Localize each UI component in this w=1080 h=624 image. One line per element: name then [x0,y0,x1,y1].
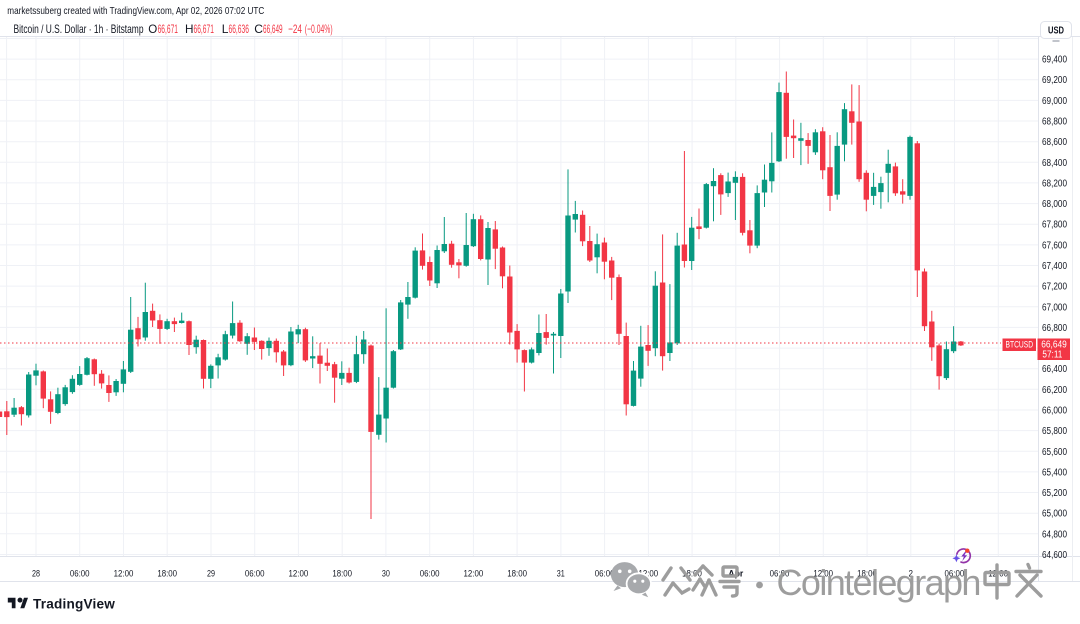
svg-text:66,800: 66,800 [1042,323,1067,334]
svg-text:2: 2 [908,569,913,580]
svg-text:67,000: 67,000 [1042,302,1067,313]
svg-text:68,600: 68,600 [1042,137,1067,148]
svg-text:06:00: 06:00 [770,569,790,580]
svg-text:57:11: 57:11 [1042,349,1062,360]
svg-text:66,671: 66,671 [158,22,179,36]
svg-text:68,400: 68,400 [1042,158,1067,169]
svg-text:12:00: 12:00 [813,569,833,580]
svg-text:06:00: 06:00 [595,569,615,580]
svg-text:69,000: 69,000 [1042,96,1067,107]
svg-text:64,800: 64,800 [1042,529,1067,540]
svg-text:18:00: 18:00 [507,569,527,580]
svg-text:06:00: 06:00 [945,569,965,580]
svg-text:USD: USD [1048,26,1064,37]
svg-text:06:00: 06:00 [420,569,440,580]
svg-text:31: 31 [557,569,565,580]
svg-text:68,800: 68,800 [1042,117,1067,128]
svg-text:BTCUSD: BTCUSD [1006,340,1034,350]
svg-text:12:00: 12:00 [638,569,658,580]
svg-text:H: H [185,22,194,36]
svg-text:67,600: 67,600 [1042,240,1067,251]
svg-text:Bitcoin / U.S. Dollar · 1h · B: Bitcoin / U.S. Dollar · 1h · Bitstamp [14,22,144,36]
svg-text:66,649: 66,649 [1041,340,1067,351]
svg-text:66,200: 66,200 [1042,385,1067,396]
svg-text:65,600: 65,600 [1042,447,1067,458]
svg-text:68,000: 68,000 [1042,199,1067,210]
svg-text:O: O [148,22,157,36]
svg-text:−24: −24 [288,22,302,36]
svg-text:marketssuberg created with Tra: marketssuberg created with TradingView.c… [7,6,264,17]
svg-text:18:00: 18:00 [682,569,702,580]
svg-text:C: C [254,22,263,36]
svg-text:68,200: 68,200 [1042,178,1067,189]
svg-text:18:00: 18:00 [857,569,877,580]
svg-text:12:00: 12:00 [289,569,309,580]
svg-text:12:00: 12:00 [464,569,484,580]
svg-text:65,400: 65,400 [1042,467,1067,478]
svg-text:66,649: 66,649 [263,22,283,36]
svg-text:18:00: 18:00 [157,569,177,580]
svg-text:30: 30 [382,569,390,580]
svg-text:69,200: 69,200 [1042,75,1067,86]
svg-text:67,400: 67,400 [1042,261,1067,272]
svg-text:06:00: 06:00 [70,569,90,580]
svg-text:06:00: 06:00 [245,569,265,580]
svg-text:12:00: 12:00 [114,569,134,580]
svg-text:65,800: 65,800 [1042,426,1067,437]
svg-text:66,636: 66,636 [229,22,250,36]
svg-text:65,000: 65,000 [1042,509,1067,520]
svg-text:66,000: 66,000 [1042,406,1067,417]
svg-text:69,400: 69,400 [1042,55,1067,66]
svg-text:65,200: 65,200 [1042,488,1067,499]
svg-text:(−0.04%): (−0.04%) [305,22,333,36]
svg-text:66,400: 66,400 [1042,364,1067,375]
svg-text:66,671: 66,671 [194,22,215,36]
svg-text:TradingView: TradingView [33,596,115,611]
svg-text:18:00: 18:00 [332,569,352,580]
svg-text:29: 29 [207,569,215,580]
svg-text:28: 28 [32,569,40,580]
svg-text:67,200: 67,200 [1042,282,1067,293]
svg-text:67,800: 67,800 [1042,220,1067,231]
svg-text:L: L [222,22,229,36]
svg-text:64,600: 64,600 [1042,550,1067,561]
svg-text:Cointelegraph: Cointelegraph [777,562,980,603]
